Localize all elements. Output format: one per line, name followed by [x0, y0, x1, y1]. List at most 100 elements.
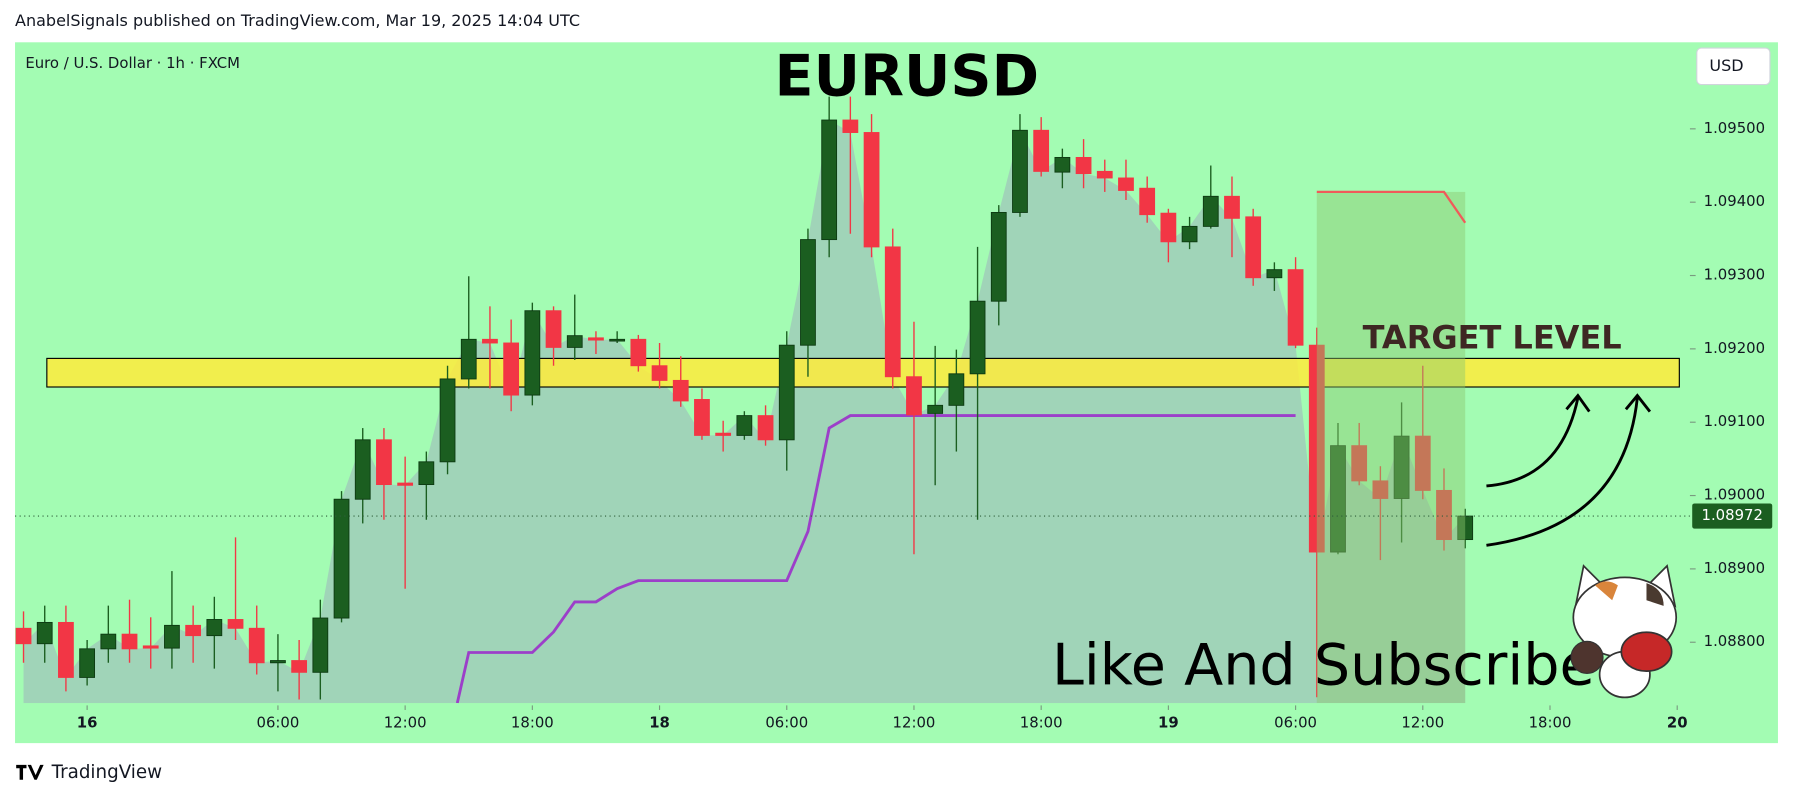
- candle-body: [227, 619, 244, 629]
- candle-body: [884, 246, 901, 378]
- x-tick-label: 18:00: [1529, 714, 1572, 732]
- candle-body: [482, 338, 498, 344]
- candle-body: [418, 461, 435, 486]
- candle-body: [1054, 156, 1071, 173]
- x-tick-label: 06:00: [765, 714, 808, 732]
- candle-body: [1287, 269, 1304, 346]
- candle-body: [460, 338, 477, 380]
- candle-body: [1033, 129, 1050, 172]
- x-tick-label: 18:00: [511, 714, 554, 732]
- currency-label[interactable]: USD: [1709, 56, 1743, 75]
- candle-body: [79, 648, 96, 678]
- arrow-head: [1565, 393, 1591, 413]
- candle-body: [842, 119, 859, 133]
- x-tick-label: 06:00: [257, 714, 300, 732]
- target-annotation: TARGET LEVEL: [1363, 319, 1622, 357]
- tradingview-logo-text: TradingView: [51, 762, 163, 783]
- y-tick-label: 1.09500: [1704, 119, 1765, 137]
- target-zone: [46, 357, 1680, 388]
- cat-pot: [1570, 640, 1604, 674]
- x-tick-label: 12:00: [384, 714, 427, 732]
- candle-body: [1351, 445, 1368, 482]
- arrow-curve: [1486, 397, 1639, 547]
- candle-body: [312, 617, 329, 673]
- candle-body: [1414, 435, 1431, 491]
- candle-body: [715, 432, 732, 436]
- candle-body: [439, 378, 456, 463]
- x-tick-label: 20: [1667, 714, 1688, 732]
- candle-body: [588, 337, 604, 341]
- x-tick-label: 19: [1158, 714, 1179, 732]
- candle-body: [206, 619, 223, 637]
- candle-body: [100, 633, 117, 650]
- y-tick-label: 1.09100: [1704, 412, 1765, 430]
- candle-body: [36, 621, 53, 645]
- candle-body: [1181, 225, 1198, 243]
- candle-body: [969, 300, 986, 375]
- publish-header: AnabelSignals published on TradingView.c…: [15, 11, 580, 30]
- candle-body: [1330, 445, 1346, 553]
- candle-body: [863, 132, 880, 248]
- x-tick-label: 12:00: [893, 714, 936, 732]
- candle-body: [376, 439, 392, 486]
- candle-body: [270, 660, 286, 664]
- candle-body: [545, 310, 562, 348]
- projection-line: [1316, 190, 1467, 224]
- cat-patch: [1595, 581, 1618, 601]
- tradingview-logo-mark: [16, 764, 44, 780]
- candle-body: [630, 338, 647, 367]
- cat-patch: [1646, 583, 1664, 606]
- candle-body: [1012, 129, 1028, 213]
- candle-body: [185, 624, 202, 637]
- candle-body: [333, 498, 350, 619]
- candle-body: [248, 627, 265, 664]
- candle-body: [1139, 187, 1156, 216]
- candle-body: [142, 645, 159, 649]
- last-price-box: [1692, 503, 1773, 529]
- candle-body: [15, 627, 32, 645]
- candle-body: [948, 373, 965, 406]
- candle-body: [1160, 212, 1177, 243]
- x-tick-label: 18: [649, 714, 670, 732]
- close-area: [23, 120, 1466, 704]
- subscribe-annotation: Like And Subscribe: [1052, 632, 1595, 698]
- x-tick-label: 16: [77, 714, 98, 732]
- y-tick-label: 1.09000: [1704, 486, 1765, 504]
- cat-sticker: [1570, 564, 1678, 699]
- candle-body: [1224, 195, 1240, 219]
- overlay-line: [455, 414, 1296, 704]
- candle-body: [1372, 480, 1389, 499]
- candle-body: [757, 415, 774, 441]
- candle-body: [821, 119, 838, 241]
- candle-body: [609, 338, 626, 342]
- candle-body: [503, 342, 520, 396]
- candle-body: [694, 399, 710, 436]
- x-tick-label: 06:00: [1274, 714, 1317, 732]
- arrow-curve: [1486, 397, 1580, 488]
- candle-body: [800, 239, 816, 346]
- candle-body: [1436, 489, 1452, 541]
- plot-area: [15, 96, 1690, 704]
- x-tick-label: 12:00: [1401, 714, 1444, 732]
- candle-body: [1075, 156, 1092, 175]
- candle-body: [566, 335, 583, 348]
- currency-button[interactable]: [1696, 47, 1771, 86]
- arrows: [1486, 393, 1652, 547]
- candle-body: [524, 310, 541, 396]
- candle-body: [291, 660, 308, 673]
- y-tick-label: 1.09300: [1704, 266, 1765, 284]
- x-tick-label: 18:00: [1020, 714, 1063, 732]
- y-tick-label: 1.08900: [1704, 559, 1765, 577]
- candle-body: [1308, 344, 1325, 553]
- candle-body: [778, 344, 795, 441]
- candle-body: [1245, 216, 1262, 279]
- y-tick-label: 1.09200: [1704, 339, 1765, 357]
- candle-body: [1202, 195, 1219, 227]
- candle-body: [397, 482, 414, 486]
- cat-cup: [1620, 631, 1673, 672]
- candle-body: [354, 439, 371, 500]
- candle-body: [672, 379, 689, 402]
- candle-body: [651, 365, 668, 381]
- arrow-head: [1624, 393, 1652, 413]
